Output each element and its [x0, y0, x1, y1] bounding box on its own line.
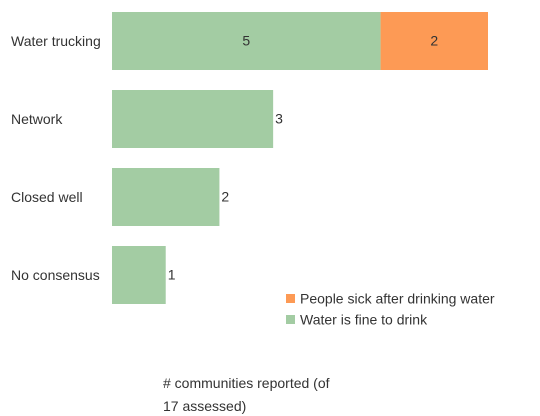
data-label: 5 — [242, 33, 250, 49]
bar-segment — [112, 168, 220, 226]
category-label: No consensus — [11, 266, 100, 283]
bar-segment — [112, 12, 381, 70]
bar-segment — [112, 90, 274, 148]
data-label: 2 — [430, 33, 438, 49]
legend-label: People sick after drinking water — [300, 291, 495, 307]
data-label: 3 — [275, 111, 283, 127]
category-label: Network — [11, 110, 63, 127]
bar-segment — [112, 246, 166, 304]
legend-label: Water is fine to drink — [300, 312, 428, 328]
data-label: 2 — [221, 189, 229, 205]
legend-swatch — [286, 315, 295, 324]
category-label: Closed well — [11, 188, 83, 205]
bar-segment — [380, 12, 488, 70]
axis-title: # communities reported (of 17 assessed) — [163, 375, 330, 414]
category-label: Water trucking — [11, 32, 101, 49]
data-label: 1 — [168, 267, 176, 283]
legend-swatch — [286, 294, 295, 303]
